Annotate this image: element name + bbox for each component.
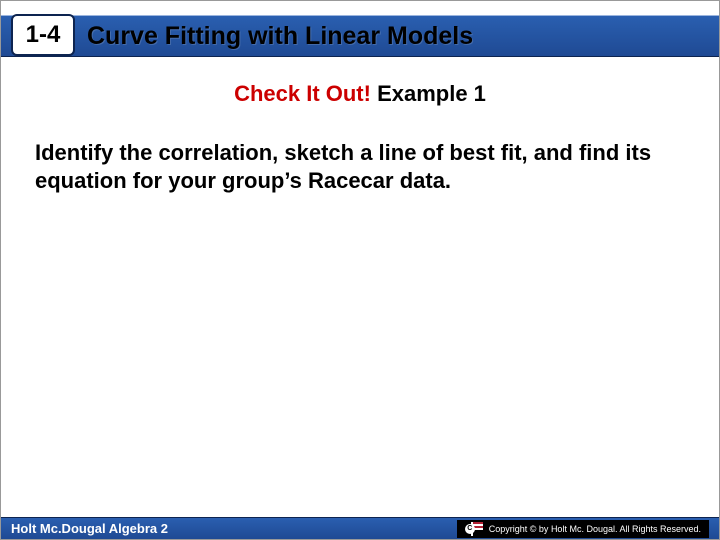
footer-left-text: Holt Mc.Dougal Algebra 2 [11,521,168,536]
section-title: Curve Fitting with Linear Models [87,22,473,51]
subtitle-red: Check It Out! [234,81,371,106]
copyright-flag-icon: C [465,522,483,536]
section-number-box: 1-4 [11,14,75,56]
footer-right-box: C Copyright © by Holt Mc. Dougal. All Ri… [457,520,709,538]
slide: 1-4 Curve Fitting with Linear Models Che… [0,0,720,540]
section-number: 1-4 [26,21,61,49]
subtitle: Check It Out! Example 1 [1,81,719,107]
footer-bar: Holt Mc.Dougal Algebra 2 C Copyright © b… [1,517,719,539]
subtitle-black: Example 1 [371,81,486,106]
copyright-circle-icon: C [465,524,475,534]
header-bar: 1-4 Curve Fitting with Linear Models [1,15,719,57]
footer-right-text: Copyright © by Holt Mc. Dougal. All Righ… [489,524,701,534]
body-text: Identify the correlation, sketch a line … [35,139,659,195]
